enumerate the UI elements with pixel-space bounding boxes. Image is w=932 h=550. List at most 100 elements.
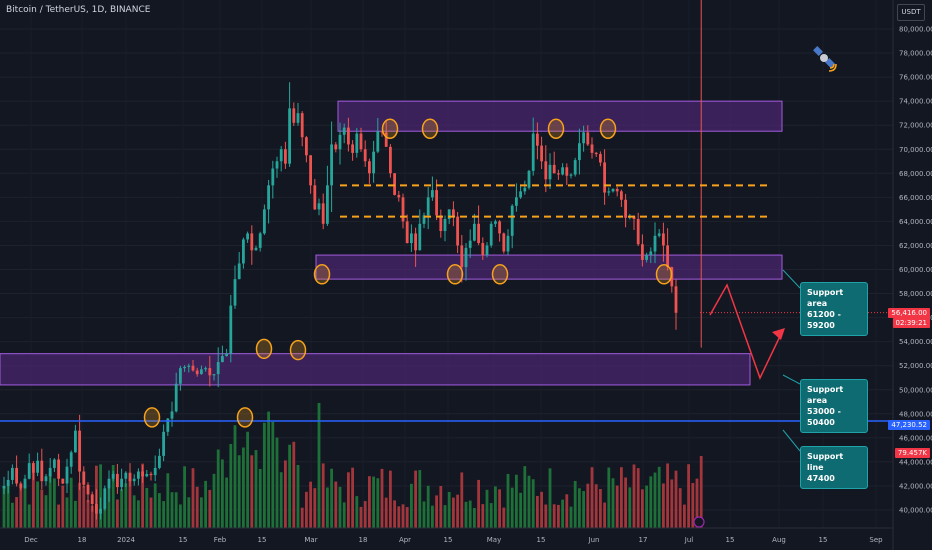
candle-body [212,374,216,376]
candle-body [456,216,459,246]
candle-body [590,144,594,153]
volume-bar [116,499,119,528]
volume-bar [204,480,207,528]
volume-bar [422,501,426,528]
candle-body [653,235,657,252]
candle-body [204,368,207,370]
candlestick-series [2,0,702,520]
candle-body [191,365,195,371]
currency-button[interactable]: USDT [897,4,925,21]
touch-circle [289,339,307,361]
candle-body [649,251,653,256]
volume-bar [599,489,602,528]
price-tick-label: 42,000.00 [899,482,932,490]
volume-tag: 79.457K [894,448,930,458]
volume-bar [158,493,161,528]
candle-body [120,478,123,488]
time-tick-label: 15 [444,536,453,544]
time-tick-label: 18 [359,536,368,544]
horizontal-levels [0,184,893,422]
volume-bar [405,507,409,528]
volume-bar [153,483,157,528]
last-price-tag: 56,416.00 [888,308,930,318]
price-axis[interactable]: 80,000.00 78,000.00 76,000.00 74,000.00 72,0… [892,0,932,550]
candle-body [78,430,81,472]
candle-body [582,132,585,144]
volume-bar [401,504,405,528]
candle-body [376,131,380,152]
volume-bar [439,486,443,528]
touch-circle [547,118,565,140]
callout-value: 61200 - 59200 [807,310,841,330]
candle-body [338,134,342,150]
candle-body [65,466,69,484]
candle-body [452,209,455,217]
volume-bar [237,455,241,528]
time-tick-label: Jun [588,536,600,544]
volume-bar [372,476,375,528]
volume-bar [460,472,464,528]
candle-body [473,223,476,241]
candle-body [40,460,44,482]
volume-bar [431,505,434,528]
candle-body [674,286,678,313]
candle-body [237,263,241,280]
volume-bar [288,444,291,528]
volume-bar [191,468,195,528]
price-tick-label: 76,000.00 [899,74,932,82]
candle-body [363,149,367,162]
volume-bar [128,477,132,528]
price-tick-label: 74,000.00 [899,98,932,106]
candle-body [258,233,262,248]
touch-circle [599,118,617,140]
candle-body [372,151,375,174]
volume-bar [502,507,506,528]
volume-bar [355,496,359,528]
volume-bar [338,486,342,528]
candle-body [519,191,522,198]
candle-body [11,467,14,480]
price-tick-label: 58,000.00 [899,290,932,298]
volume-bar [225,477,228,528]
volume-bar [347,472,350,528]
candle-body [292,108,296,123]
projection-arrowhead [772,328,785,340]
volume-bar [468,500,472,528]
volume-bar [615,485,619,528]
volume-bar [363,501,367,528]
volume-bar [208,489,212,528]
volume-bar [485,489,489,528]
candle-body [124,472,128,479]
price-tick-label: 50,000.00 [899,386,932,394]
time-axis[interactable]: Dec 18 2024 15 Feb 15 Mar 18 Apr 15 May 15 Jun 17 Jul 1… [0,527,893,544]
candle-body [69,452,73,467]
candle-body [380,131,384,133]
symbol-title[interactable]: Bitcoin / TetherUS, 1D, BINANCE [6,5,151,15]
price-tick-label: 78,000.00 [899,50,932,58]
callout-value: 47400 [807,474,835,483]
candle-body [254,247,258,251]
volume-bar [657,466,661,528]
candle-body [565,167,569,176]
candle-body [410,233,413,244]
candle-body [464,247,468,268]
candle-body [481,243,485,256]
price-axis-background [893,0,932,550]
touch-markers [143,118,673,428]
candle-body [666,245,669,268]
candle-body [111,473,115,479]
support-line-price-tag: 47,230.52 [888,420,930,430]
candle-body [632,216,636,219]
volume-bar [519,492,522,528]
volume-bar [582,491,585,528]
volume-bar [452,497,455,528]
volume-bar [120,489,123,528]
candle-body [561,167,564,175]
candle-body [489,223,493,246]
candle-body [527,170,531,188]
support-zone [0,353,751,386]
volume-bar [132,495,136,528]
candle-body [61,478,65,484]
candle-body [208,368,212,376]
